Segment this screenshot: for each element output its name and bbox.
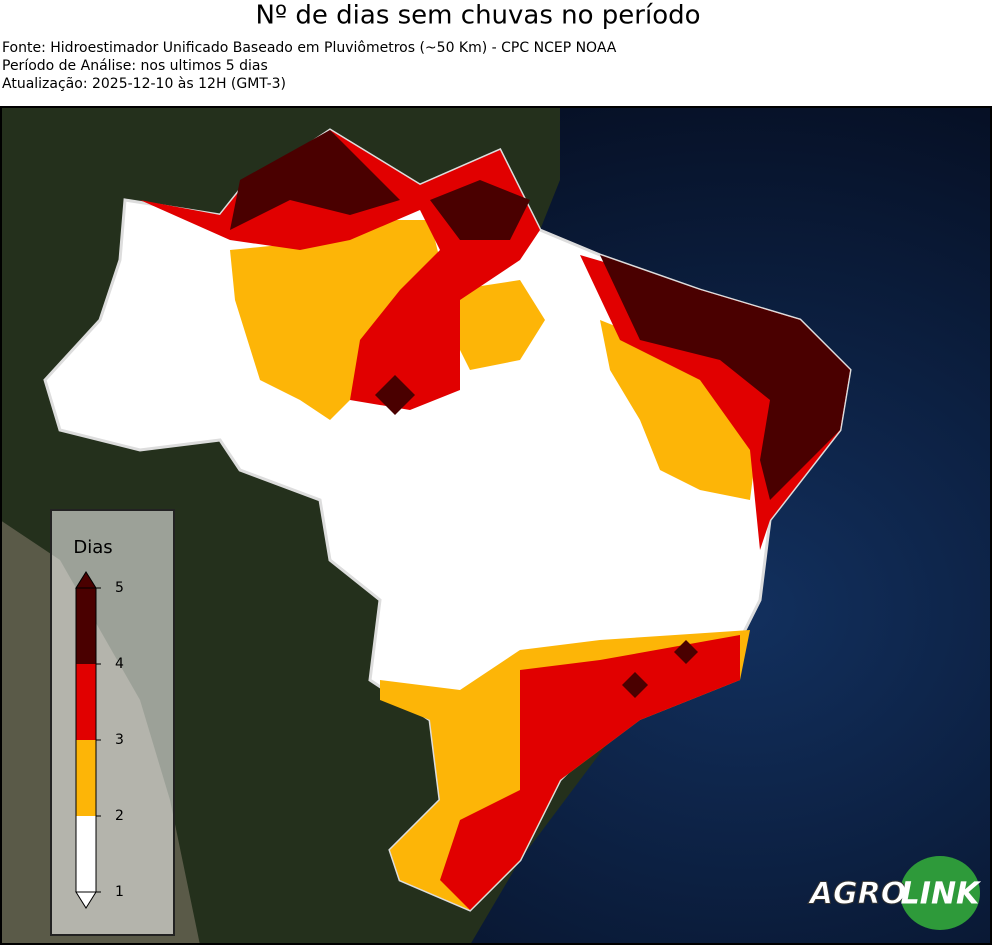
logo: AGRO LINK	[807, 856, 982, 930]
zone-orange	[600, 320, 760, 500]
zone-orange	[450, 280, 545, 370]
colorbar-tick-label: 5	[115, 580, 124, 596]
zone-orange	[230, 220, 440, 420]
logo-right: LINK	[901, 877, 982, 912]
title: Nº de dias sem chuvas no período	[255, 1, 700, 31]
colorbar-segment	[76, 588, 96, 664]
colorbar-segment	[76, 664, 96, 740]
colorbar-segment	[76, 816, 96, 892]
logo-circle	[900, 856, 980, 930]
logo-left: AGRO	[808, 877, 906, 912]
zone-dark	[375, 375, 415, 415]
zone-dark	[600, 255, 850, 500]
colorbar-tick-label: 3	[115, 732, 124, 748]
colorbar-segment	[76, 740, 96, 816]
colorbar-tick-label: 2	[115, 808, 124, 824]
zone-dark	[430, 180, 530, 240]
legend-box	[50, 509, 175, 936]
zone-red	[440, 635, 740, 910]
legend-title: Dias	[73, 537, 112, 558]
update-line: Atualização: 2025-12-10 às 12H (GMT-3)	[2, 76, 286, 92]
period-line: Período de Análise: nos ultimos 5 dias	[2, 58, 268, 74]
source-line: Fonte: Hidroestimador Unificado Baseado …	[2, 40, 617, 56]
zone-dark	[622, 672, 648, 698]
zone-dark	[230, 130, 400, 230]
colorbar: 1 2 3 4 5	[75, 571, 124, 909]
map-frame	[0, 106, 992, 945]
zone-dark	[674, 640, 698, 664]
colorbar-tick-label: 4	[115, 656, 124, 672]
colorbar-tick-label: 1	[115, 884, 124, 900]
